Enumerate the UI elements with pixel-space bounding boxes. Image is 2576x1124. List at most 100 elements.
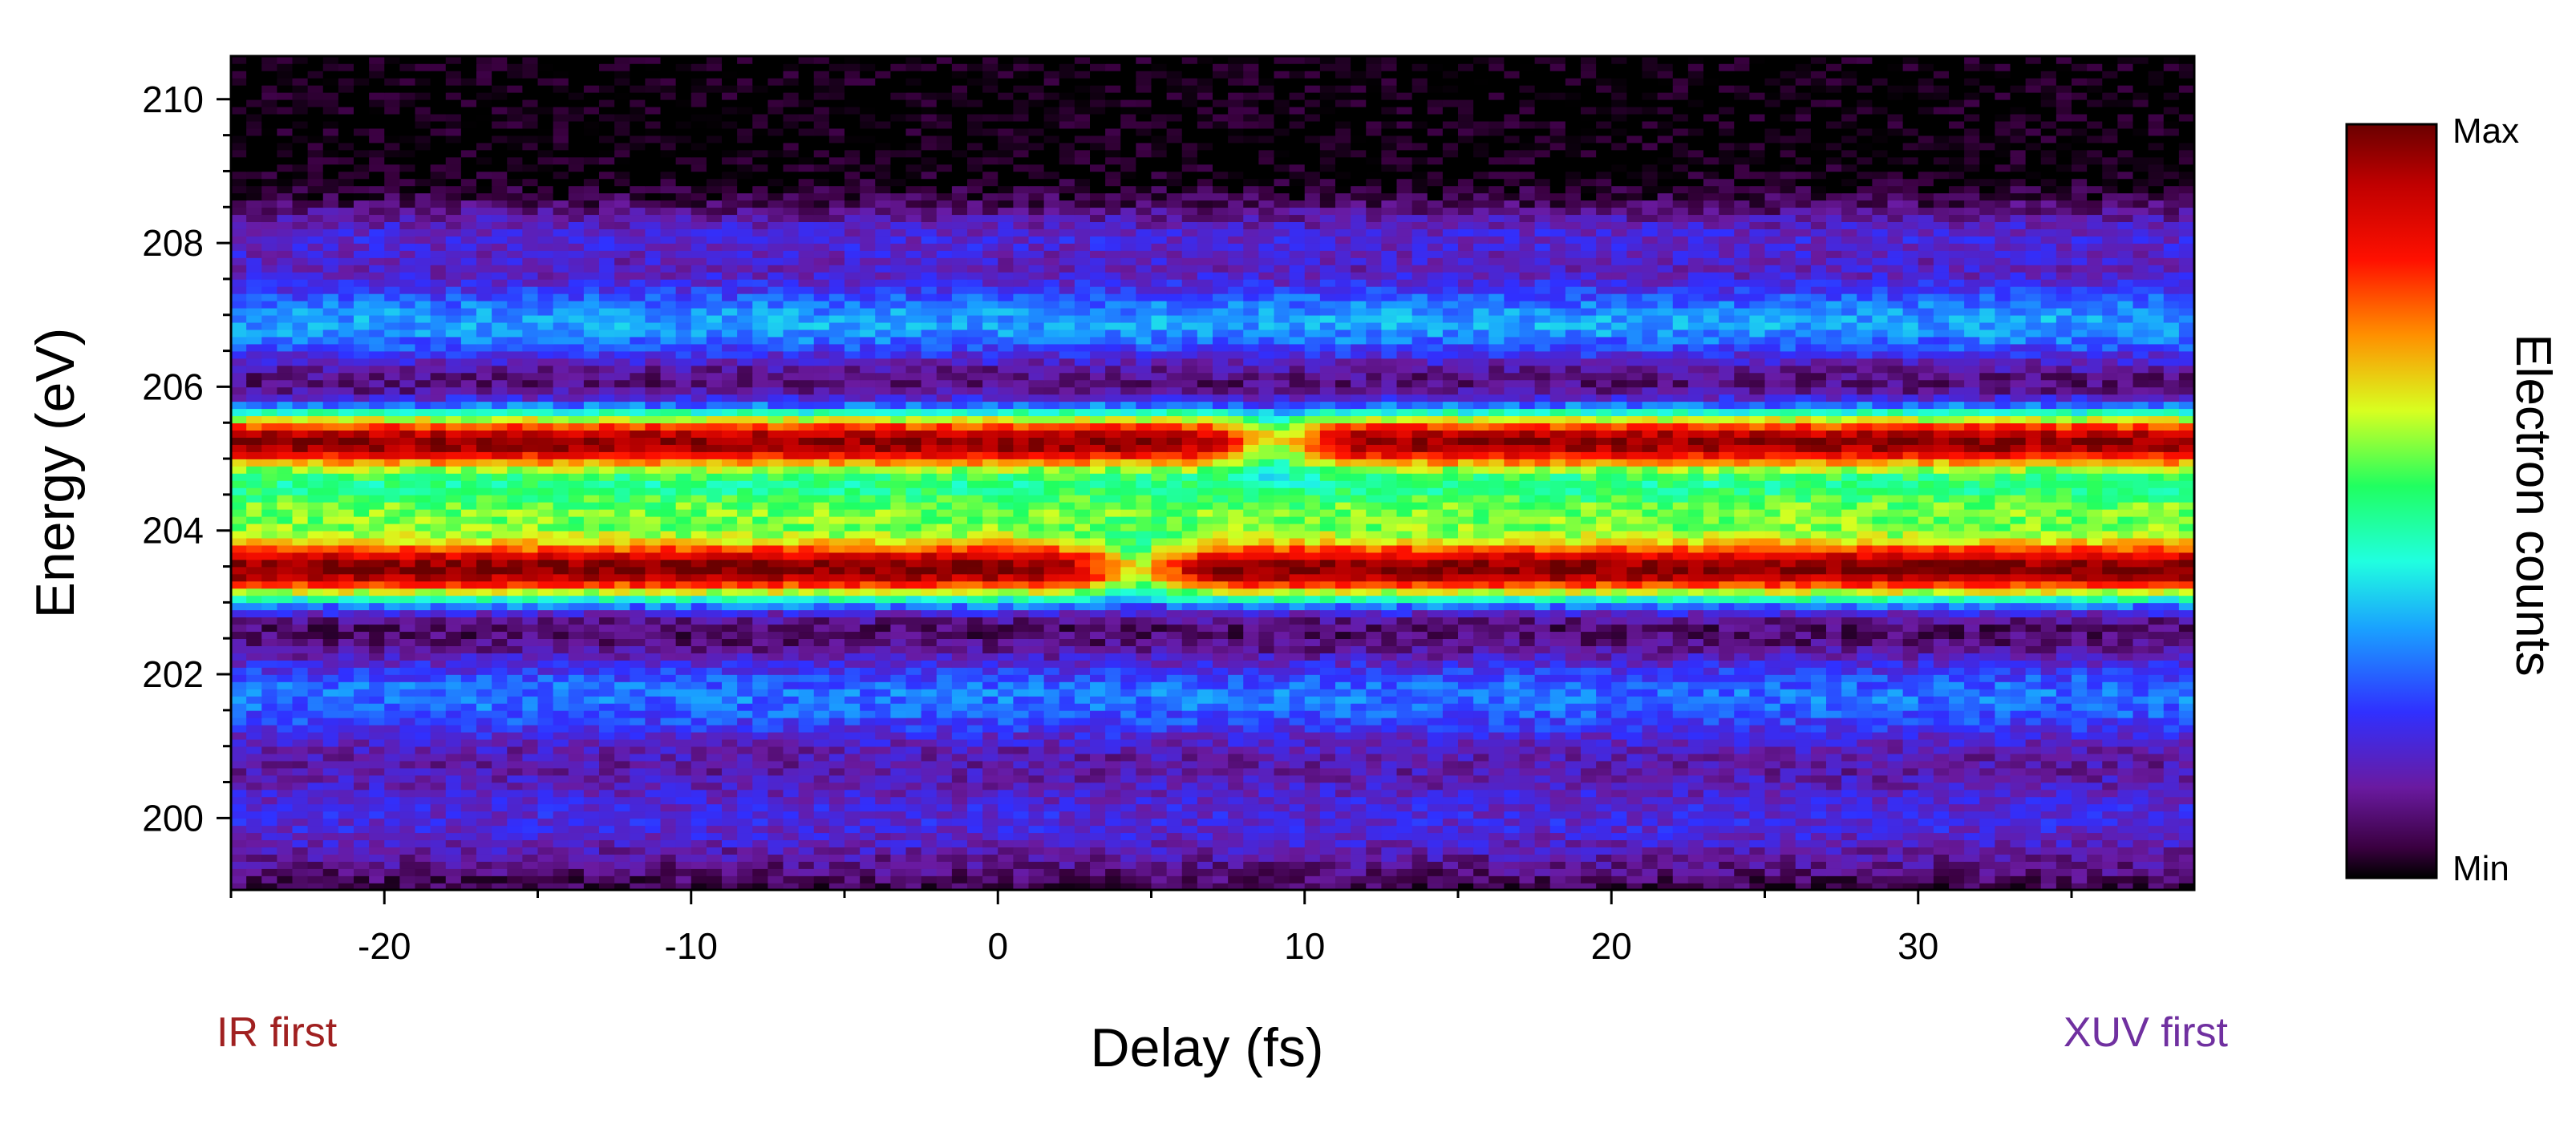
heatmap-cell xyxy=(1826,738,1842,747)
heatmap-cell xyxy=(1734,861,1751,869)
heatmap-cell xyxy=(737,832,754,841)
heatmap-cell xyxy=(1703,660,1719,668)
heatmap-cell xyxy=(1734,717,1751,726)
heatmap-cell xyxy=(1964,645,1981,653)
heatmap-cell xyxy=(1979,760,1996,769)
heatmap-cell xyxy=(476,609,492,618)
heatmap-cell xyxy=(1013,645,1030,653)
heatmap-cell xyxy=(1918,688,1934,697)
heatmap-cell xyxy=(798,774,815,783)
heatmap-cell xyxy=(460,695,477,704)
heatmap-cell xyxy=(537,760,554,769)
heatmap-cell xyxy=(1887,760,1904,769)
heatmap-cell xyxy=(231,875,247,883)
heatmap-cell xyxy=(246,875,263,883)
heatmap-cell xyxy=(660,738,677,747)
heatmap-cell xyxy=(1979,861,1996,869)
heatmap-cell xyxy=(415,645,431,653)
heatmap-cell xyxy=(1810,883,1827,890)
heatmap-cell xyxy=(813,861,830,869)
heatmap-cell xyxy=(307,803,324,812)
heatmap-cell xyxy=(1826,667,1842,675)
heatmap-cell xyxy=(1611,753,1628,762)
heatmap-cell xyxy=(1949,746,1965,754)
heatmap-cell xyxy=(1549,638,1566,646)
heatmap-cell xyxy=(951,760,968,769)
heatmap-cell xyxy=(322,738,339,747)
heatmap-cell xyxy=(1151,789,1168,798)
heatmap-cell xyxy=(982,624,999,633)
heatmap-cell xyxy=(1381,796,1398,805)
heatmap-cell xyxy=(460,868,477,876)
heatmap-cell xyxy=(307,667,324,675)
heatmap-cell xyxy=(322,803,339,812)
heatmap-cell xyxy=(399,731,416,740)
heatmap-cell xyxy=(583,631,600,640)
heatmap-cell xyxy=(292,839,309,848)
heatmap-cell xyxy=(599,818,615,827)
heatmap-cell xyxy=(2010,667,2027,675)
heatmap-cell xyxy=(476,738,492,747)
heatmap-cell xyxy=(1335,811,1351,819)
heatmap-cell xyxy=(460,645,477,653)
heatmap-cell xyxy=(1120,839,1137,848)
heatmap-cell xyxy=(1151,710,1168,718)
heatmap-cell xyxy=(1826,839,1842,848)
heatmap-cell xyxy=(1933,854,1950,862)
heatmap-cell xyxy=(1780,695,1796,704)
heatmap-cell xyxy=(1657,746,1674,754)
heatmap-cell xyxy=(2056,695,2072,704)
heatmap-cell xyxy=(675,695,692,704)
heatmap-cell xyxy=(752,724,769,733)
heatmap-cell xyxy=(1319,839,1336,848)
heatmap-cell xyxy=(399,609,416,618)
heatmap-cell xyxy=(1596,811,1613,819)
heatmap-cell xyxy=(1519,767,1536,776)
heatmap-cell xyxy=(1657,789,1674,798)
heatmap-cell xyxy=(338,638,354,646)
heatmap-cell xyxy=(921,774,938,783)
heatmap-cell xyxy=(1795,803,1812,812)
heatmap-cell xyxy=(1918,875,1934,883)
heatmap-cell xyxy=(813,847,830,855)
heatmap-cell xyxy=(1258,674,1275,682)
heatmap-cell xyxy=(430,724,447,733)
heatmap-cell xyxy=(1351,861,1367,869)
heatmap-cell xyxy=(2102,825,2119,834)
heatmap-cell xyxy=(492,738,508,747)
heatmap-cell xyxy=(537,803,554,812)
heatmap-cell xyxy=(1918,702,1934,711)
heatmap-cell xyxy=(1504,832,1521,841)
heatmap-cell xyxy=(1136,609,1152,618)
heatmap-cell xyxy=(936,774,953,783)
heatmap-cell xyxy=(1151,760,1168,769)
heatmap-cell xyxy=(307,710,324,718)
heatmap-cell xyxy=(1519,660,1536,668)
heatmap-cell xyxy=(1949,717,1965,726)
heatmap-cell xyxy=(1090,645,1106,653)
heatmap-cell xyxy=(460,746,477,754)
heatmap-cell xyxy=(492,760,508,769)
heatmap-cell xyxy=(1243,609,1260,618)
heatmap-cell xyxy=(1734,746,1751,754)
heatmap-cell xyxy=(307,811,324,819)
heatmap-cell xyxy=(813,617,830,625)
heatmap-cell xyxy=(875,688,892,697)
heatmap-cell xyxy=(1857,789,1873,798)
heatmap-cell xyxy=(2025,847,2042,855)
heatmap-cell xyxy=(2010,738,2027,747)
heatmap-cell xyxy=(2010,681,2027,689)
heatmap-cell xyxy=(844,631,861,640)
heatmap-cell xyxy=(860,789,877,798)
heatmap-cell xyxy=(1228,609,1245,618)
heatmap-cell xyxy=(2040,803,2057,812)
heatmap-cell xyxy=(2025,767,2042,776)
heatmap-cell xyxy=(1074,674,1091,682)
heatmap-cell xyxy=(1258,875,1275,883)
heatmap-cell xyxy=(246,724,263,733)
heatmap-cell xyxy=(875,746,892,754)
heatmap-cell xyxy=(752,710,769,718)
heatmap-cell xyxy=(982,854,999,862)
heatmap-cell xyxy=(1902,645,1919,653)
heatmap-cell xyxy=(1995,796,2011,805)
